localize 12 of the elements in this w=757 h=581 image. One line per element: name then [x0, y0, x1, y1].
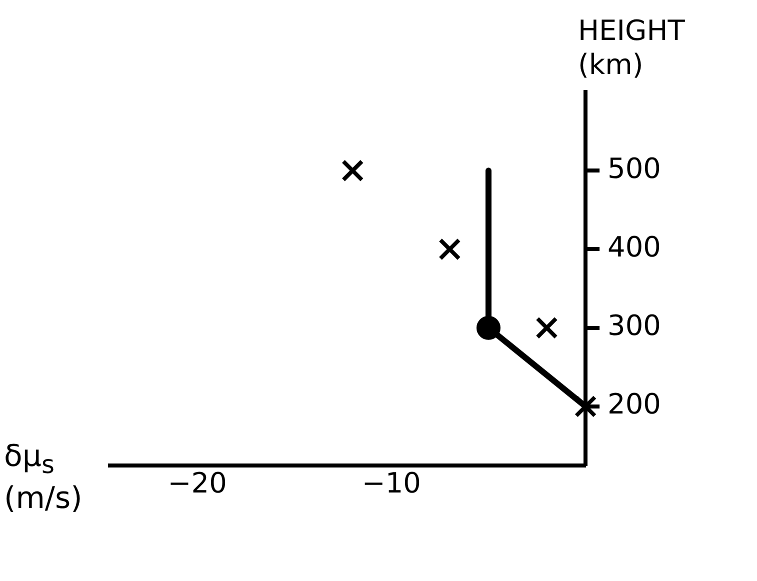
- point: [341, 159, 364, 182]
- x-axis-title: δμ$_{s}$ (m/s): [4, 439, 84, 516]
- y-tick-label: 500: [608, 152, 662, 185]
- point: [536, 316, 558, 340]
- y-tick-label: 300: [608, 309, 662, 342]
- y-axis-title: HEIGHT (km): [578, 14, 686, 82]
- x-tick-label: −20: [168, 466, 227, 500]
- y-tick-label: 400: [608, 230, 662, 264]
- point: [438, 238, 461, 260]
- x-tick-label: −10: [362, 466, 421, 500]
- point: [574, 395, 597, 418]
- y-tick-label: 200: [608, 388, 662, 421]
